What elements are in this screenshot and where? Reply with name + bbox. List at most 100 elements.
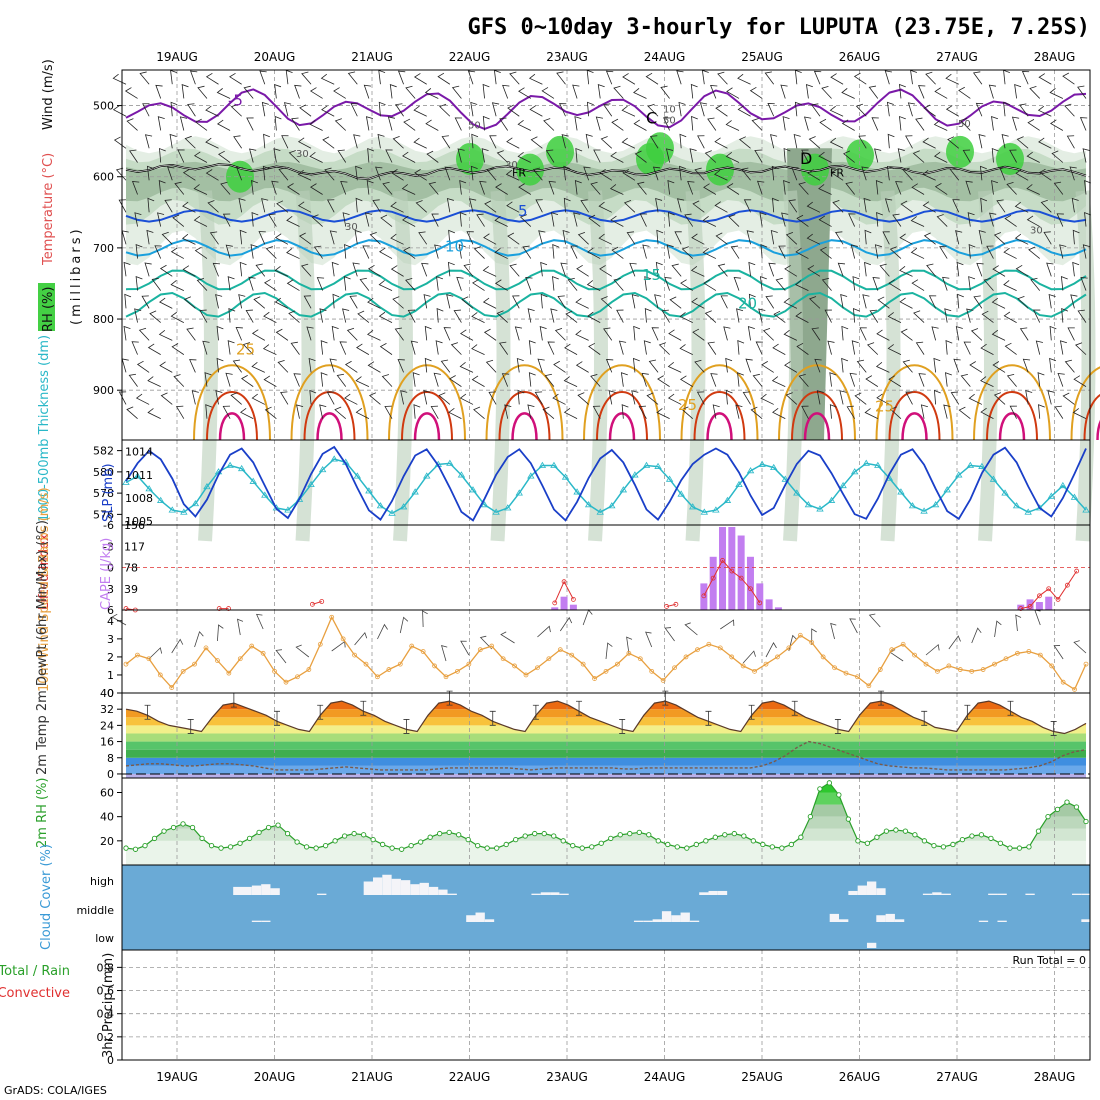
wind-barb [784, 265, 798, 277]
wind-barb [678, 165, 686, 181]
wind-barb [262, 165, 270, 181]
wind10-barb [111, 613, 127, 626]
wind-barb [144, 134, 153, 149]
wind-barb [876, 329, 890, 341]
wind-barb [354, 229, 362, 245]
wind-barb [850, 244, 858, 259]
wind-barb [874, 244, 882, 259]
wind-barb [385, 149, 393, 163]
wind-barb [159, 147, 166, 163]
thickness-marker [457, 471, 466, 478]
wind-barb [528, 73, 543, 85]
wind-barb [453, 309, 462, 323]
rh2m-point [883, 828, 890, 834]
wind-barb [136, 360, 150, 373]
wind-barb [263, 311, 277, 323]
wind-barb [575, 361, 589, 373]
wind-barb [484, 200, 497, 213]
wind-barb [962, 149, 971, 163]
rh-contour-label: 50 [958, 119, 971, 130]
rh2m-point [180, 821, 186, 827]
wind-barb [336, 373, 347, 387]
wind-barb [563, 165, 571, 181]
millibars-axis-title: (millibars) [69, 226, 84, 325]
wind-barb [367, 329, 381, 341]
wind-barb [775, 277, 786, 291]
wind-barb [459, 362, 474, 373]
wind-barb [892, 213, 902, 227]
wind-barb [859, 327, 867, 341]
wind-barb [694, 167, 705, 181]
wind-barb [441, 135, 451, 149]
rh2m-point [142, 843, 148, 849]
wind-barb [979, 165, 987, 181]
slp-axis-titles: 1000-500mb Thickness (dm) SLP (mb) [37, 335, 116, 522]
credit-label: GrADS: COLA/IGES [4, 1084, 107, 1097]
wind-barb [544, 373, 555, 387]
wind10-barb [720, 619, 735, 630]
isotherm-25-arch [388, 364, 466, 441]
precip-ticklabel: 0.2 [97, 1031, 115, 1044]
li-point [561, 579, 567, 585]
slp-ticklabel: 1008 [125, 492, 153, 505]
wind-barb [772, 197, 779, 213]
wind-barb [403, 246, 416, 259]
wind10-point [1015, 650, 1020, 656]
wind-barb [541, 87, 555, 99]
rh-axis-title: RH (%) [41, 287, 56, 332]
wind-barb [186, 327, 196, 341]
wind-barb [830, 168, 844, 181]
rh2m-point [570, 843, 576, 849]
wind-barb [1051, 150, 1064, 163]
wind-barb [854, 392, 867, 405]
wind-barb [1022, 358, 1031, 373]
rh2m-point [265, 824, 272, 831]
wind-barb [331, 325, 339, 341]
wind-barb [556, 71, 566, 85]
rh2m-point [950, 841, 956, 848]
wind-barb [230, 103, 242, 117]
wind10-point [866, 683, 872, 689]
wind-barb [691, 297, 705, 309]
wind-barb [246, 117, 254, 131]
wind-barb [762, 328, 774, 341]
pressure-center-marker: D [800, 149, 812, 168]
thickness-marker [978, 462, 986, 469]
wind-barb [518, 87, 532, 99]
wind-barb [674, 231, 682, 245]
li-point [720, 558, 725, 563]
wind-barb [286, 183, 300, 195]
wind-barb [392, 136, 404, 149]
wind10-barb [830, 622, 837, 640]
wind-barb [182, 168, 196, 181]
isotherm-35-arch [901, 412, 928, 441]
wind-barb [378, 311, 393, 323]
wind-barb [379, 343, 393, 355]
cape-bar [1017, 604, 1025, 610]
wind-barb [945, 340, 953, 355]
wind-barb [975, 102, 984, 117]
thickness-marker [1059, 481, 1067, 489]
wind10-point [889, 647, 895, 653]
wind-barb [945, 73, 959, 85]
rh2m-point [817, 786, 823, 792]
wind-barb [801, 405, 809, 419]
wind-barb [1014, 84, 1022, 99]
isotherm-25-arch [485, 364, 564, 441]
isotherm-label: 25 [875, 398, 894, 416]
wind-barb [352, 262, 360, 277]
wind-barb [243, 85, 254, 99]
wind-barb [636, 181, 647, 195]
wind-barb [798, 374, 809, 387]
wind-barb [225, 244, 233, 259]
wind-barb [443, 327, 451, 341]
temp-ticklabel: 24 [100, 719, 114, 732]
cloud-bar-high [1072, 893, 1082, 895]
wind-barb [756, 180, 765, 195]
wind10-point [169, 685, 175, 690]
wind-barb [981, 310, 994, 323]
wind-barb [851, 340, 859, 355]
wind-barb [656, 408, 670, 420]
wind10-point [786, 645, 792, 651]
temp-axis-title: Temperature (°C) [41, 153, 56, 266]
